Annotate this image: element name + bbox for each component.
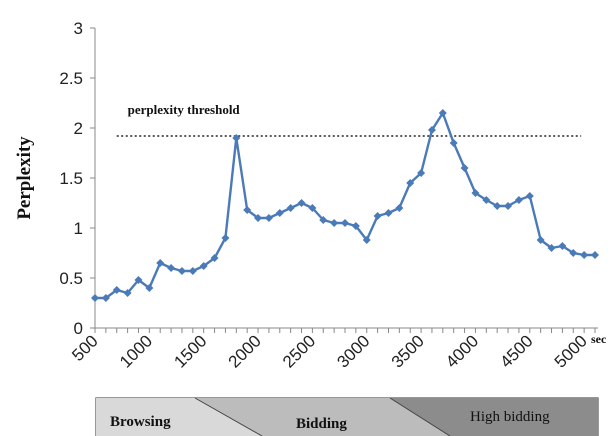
data-point — [123, 289, 132, 297]
y-tick-label: 2 — [74, 119, 83, 138]
data-point — [112, 286, 121, 294]
data-point — [525, 192, 534, 200]
data-point — [199, 262, 208, 270]
data-point — [297, 199, 306, 207]
data-point — [373, 212, 382, 220]
data-point — [417, 169, 426, 177]
data-point — [449, 139, 458, 147]
y-tick-label: 3 — [74, 19, 83, 38]
data-point — [482, 196, 491, 204]
data-point — [395, 204, 404, 212]
x-tick-label: 3000 — [333, 331, 373, 371]
data-point — [580, 251, 589, 259]
phase-high-bidding — [390, 398, 598, 436]
phase-label-browsing: Browsing — [110, 414, 171, 430]
y-tick-label: 1.5 — [59, 169, 83, 188]
x-tick-label: 1500 — [170, 331, 210, 371]
data-point — [460, 164, 469, 172]
data-point — [547, 244, 556, 252]
data-point — [145, 284, 154, 292]
x-tick-label: 1000 — [116, 331, 156, 371]
data-point — [308, 204, 317, 212]
data-point — [264, 214, 273, 222]
data-point — [330, 219, 339, 227]
data-point — [243, 206, 252, 214]
phase-label-bidding: Bidding — [296, 416, 347, 432]
data-point — [221, 234, 230, 242]
data-point — [177, 267, 186, 275]
data-point — [91, 294, 99, 302]
y-tick-label: 0.5 — [59, 269, 83, 288]
x-tick-label: 3500 — [388, 331, 428, 371]
x-tick-label: 2000 — [225, 331, 265, 371]
x-tick-label: 4500 — [496, 331, 536, 371]
data-point — [341, 219, 349, 227]
data-point — [569, 249, 578, 257]
data-point — [319, 216, 328, 224]
data-point — [558, 242, 567, 250]
data-point — [286, 204, 295, 212]
data-point — [427, 126, 436, 134]
y-tick-label: 2.5 — [59, 69, 83, 88]
data-point — [188, 267, 197, 275]
data-point — [167, 264, 176, 272]
data-point — [275, 209, 284, 217]
data-point — [210, 254, 219, 262]
data-point — [493, 202, 502, 210]
data-point — [514, 196, 523, 204]
data-point — [591, 251, 599, 259]
x-tick-label: 4000 — [442, 331, 482, 371]
y-tick-label: 1 — [74, 219, 83, 238]
phase-label-high-bidding: High bidding — [470, 409, 550, 425]
data-point — [156, 259, 165, 267]
data-point — [406, 179, 415, 187]
data-point — [438, 109, 447, 117]
x-axis-unit: sec — [591, 332, 607, 346]
phase-browsing — [96, 398, 262, 436]
data-point — [134, 276, 143, 284]
data-point — [471, 189, 480, 197]
data-point — [504, 202, 513, 210]
threshold-label: perplexity threshold — [128, 102, 241, 117]
data-point — [351, 222, 360, 230]
data-point — [254, 214, 263, 222]
x-tick-label: 5000 — [551, 331, 591, 371]
data-point — [232, 134, 241, 142]
x-tick-label: 2500 — [279, 331, 319, 371]
phase-bidding — [195, 398, 450, 436]
phase-band: Browsing Bidding High bidding — [95, 397, 599, 436]
y-tick-label: 0 — [74, 319, 83, 338]
y-axis-label: Perplexity — [14, 136, 35, 220]
data-point — [362, 236, 371, 244]
data-point — [101, 294, 110, 302]
data-point — [384, 209, 393, 217]
data-point — [536, 236, 545, 244]
